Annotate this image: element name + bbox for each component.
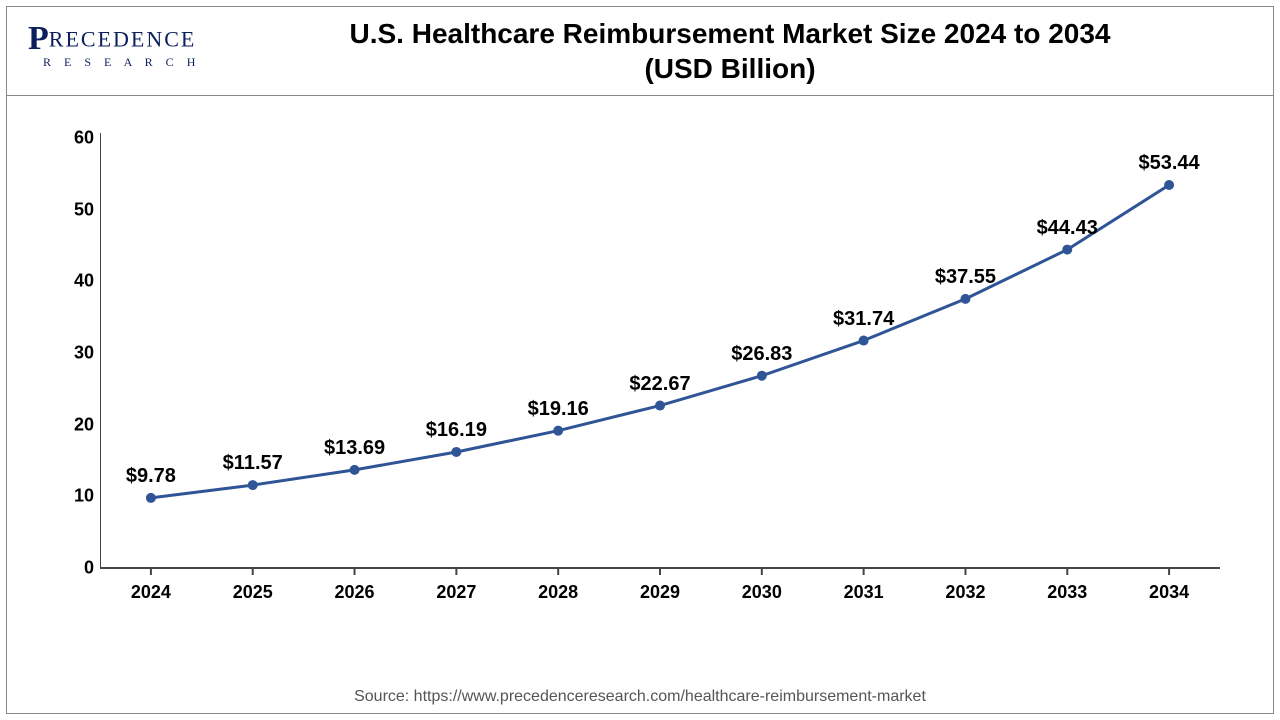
x-tick-label: 2027 xyxy=(436,582,476,603)
logo-subtext: R E S E A R C H xyxy=(43,57,200,68)
data-point-label: $44.43 xyxy=(1037,217,1098,240)
y-tick-label: 30 xyxy=(60,343,94,364)
source-text: Source: https://www.precedenceresearch.c… xyxy=(0,688,1280,706)
y-tick-label: 40 xyxy=(60,271,94,292)
x-tick-label: 2025 xyxy=(233,582,273,603)
y-tick-label: 20 xyxy=(60,414,94,435)
x-tick-label: 2031 xyxy=(844,582,884,603)
x-tick-label: 2026 xyxy=(335,582,375,603)
data-point-label: $31.74 xyxy=(833,308,894,331)
x-tick-label: 2030 xyxy=(742,582,782,603)
x-tick-label: 2034 xyxy=(1149,582,1189,603)
x-tick-label: 2032 xyxy=(945,582,985,603)
x-tick-label: 2028 xyxy=(538,582,578,603)
data-point-label: $9.78 xyxy=(126,465,176,488)
logo-text: RECEDENCE xyxy=(49,26,197,51)
data-point-label: $13.69 xyxy=(324,437,385,460)
data-point-label: $26.83 xyxy=(731,343,792,366)
brand-logo: PRECEDENCE R E S E A R C H xyxy=(28,24,200,67)
data-point-label: $19.16 xyxy=(528,398,589,421)
data-point-label: $11.57 xyxy=(223,452,283,475)
y-tick-label: 50 xyxy=(60,199,94,220)
data-point-label: $37.55 xyxy=(935,266,996,289)
y-tick-label: 0 xyxy=(60,558,94,579)
chart-title: U.S. Healthcare Reimbursement Market Siz… xyxy=(349,16,1110,86)
x-tick-label: 2029 xyxy=(640,582,680,603)
x-tick-label: 2033 xyxy=(1047,582,1087,603)
y-tick-label: 60 xyxy=(60,128,94,149)
y-tick-label: 10 xyxy=(60,486,94,507)
data-point-label: $22.67 xyxy=(629,373,690,396)
data-point-label: $16.19 xyxy=(426,419,487,442)
x-tick-label: 2024 xyxy=(131,582,171,603)
data-point-label: $53.44 xyxy=(1138,152,1199,175)
title-bar: PRECEDENCE R E S E A R C H U.S. Healthca… xyxy=(6,6,1274,96)
